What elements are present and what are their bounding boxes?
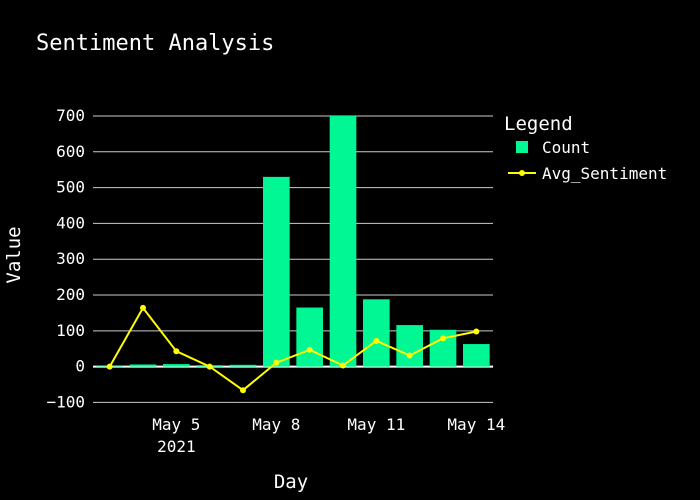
legend-swatch-avg-sentiment-marker [519, 170, 525, 176]
x-axis-ticks: May 5 2021 May 8 May 11 May 14 [152, 415, 505, 456]
legend-label-count: Count [542, 138, 590, 157]
line-series-avg-sentiment [106, 304, 480, 394]
bar-count [163, 364, 190, 367]
chart-title: Sentiment Analysis [36, 31, 274, 56]
y-axis-title: Value [3, 226, 25, 283]
x-tick-sublabel: 2021 [157, 437, 196, 456]
avg-sentiment-line [108, 306, 477, 392]
y-tick-label: 300 [56, 249, 85, 268]
bar-count [229, 364, 257, 367]
avg-sentiment-point [406, 352, 413, 359]
y-tick-label: 200 [56, 285, 85, 304]
y-tick-label: 600 [56, 142, 85, 161]
bar-count [296, 307, 323, 367]
avg-sentiment-point [340, 362, 346, 369]
x-tick-label: May 14 [447, 415, 505, 434]
avg-sentiment-point [240, 387, 246, 394]
legend-title: Legend [504, 113, 573, 135]
avg-sentiment-point [173, 348, 180, 355]
legend: Legend Count Avg_Sentiment [504, 113, 667, 183]
bar-count [129, 364, 157, 367]
legend-label-avg-sentiment: Avg_Sentiment [542, 164, 667, 183]
y-tick-label: 500 [56, 178, 85, 197]
y-tick-label: 700 [56, 106, 85, 125]
avg-sentiment-point [473, 328, 480, 335]
x-tick-label: May 8 [252, 415, 300, 434]
y-axis-ticks: −100 0 100 200 300 400 500 600 700 [46, 106, 85, 411]
x-tick-label: May 5 [152, 415, 200, 434]
avg-sentiment-point [140, 304, 146, 311]
avg-sentiment-point [440, 335, 446, 342]
bar-count [396, 325, 423, 367]
avg-sentiment-point [306, 346, 313, 353]
legend-swatch-count [516, 141, 528, 153]
bar-count [429, 329, 457, 367]
y-tick-label: −100 [46, 392, 85, 411]
bar-series-count [96, 116, 490, 367]
x-axis-title: Day [274, 471, 308, 493]
x-tick-label: May 11 [347, 415, 405, 434]
bar-count [329, 116, 357, 367]
avg-sentiment-point [273, 359, 280, 366]
y-tick-label: 100 [56, 321, 85, 340]
bar-count [363, 299, 390, 367]
avg-sentiment-point [106, 363, 113, 370]
bar-count [463, 344, 490, 367]
y-tick-label: 400 [56, 213, 85, 232]
avg-sentiment-point [206, 363, 213, 370]
avg-sentiment-point [373, 337, 380, 344]
bar-count [263, 176, 290, 367]
y-tick-label: 0 [75, 357, 85, 376]
